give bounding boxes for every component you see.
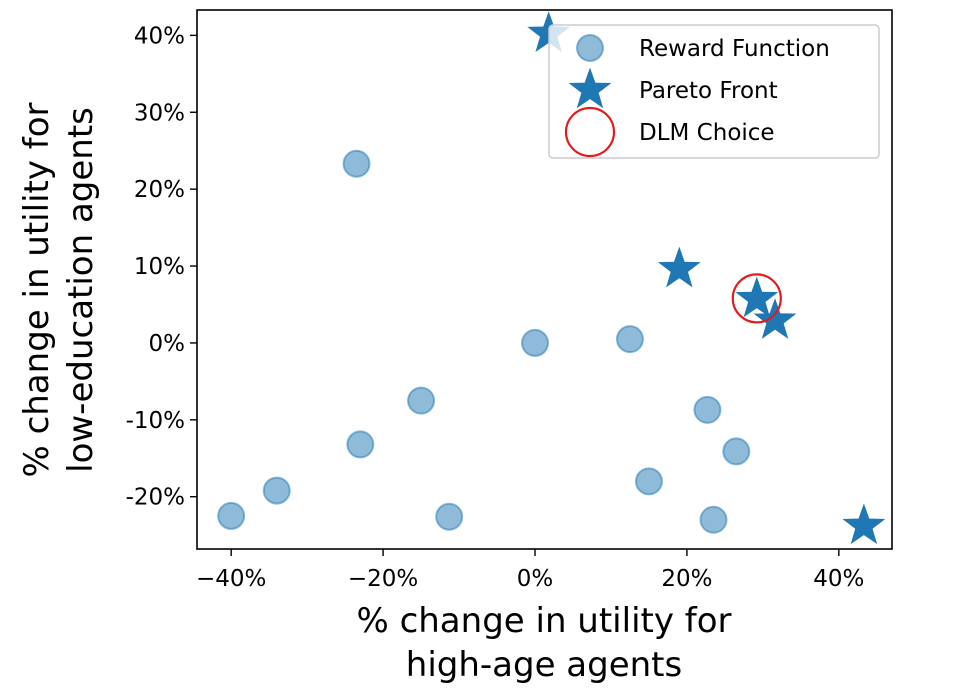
y-tick-label: -10% [126, 408, 185, 434]
x-tick-label: −20% [348, 566, 418, 592]
legend-label: Pareto Front [639, 78, 778, 104]
legend-label: DLM Choice [639, 120, 775, 146]
x-tick-label: 20% [661, 566, 712, 592]
reward-function-point [521, 328, 550, 357]
reward-function-point [346, 430, 375, 459]
x-axis-title-line-2: high-age agents [406, 645, 682, 685]
legend-marker-dlm-choice [564, 106, 616, 158]
reward-function-point [435, 502, 464, 531]
reward-function-point [262, 476, 291, 505]
plot-area-frame [196, 9, 893, 550]
x-axis-title-line-1: % change in utility for [356, 601, 731, 641]
y-tick-label: 40% [134, 23, 185, 49]
legend-label: Reward Function [639, 36, 830, 62]
y-tick-label: 20% [134, 177, 185, 203]
reward-function-point [634, 467, 663, 496]
reward-function-point [407, 386, 436, 415]
x-tick-label: −40% [196, 566, 266, 592]
y-tick-label: 30% [134, 100, 185, 126]
reward-function-point [217, 501, 246, 530]
y-axis-title-line-2: low-education agents [61, 107, 101, 473]
pareto-front-point [753, 298, 797, 339]
legend-marker-reward-function [576, 34, 604, 62]
pareto-front-point [842, 503, 886, 545]
x-tick-label: 40% [813, 566, 864, 592]
reward-function-point [693, 395, 722, 424]
pareto-front-point [657, 246, 701, 288]
reward-function-point [615, 325, 644, 354]
reward-function-point [722, 437, 751, 466]
y-tick-label: -20% [126, 485, 185, 511]
x-tick-label: 0% [517, 566, 554, 592]
pareto-front-point [735, 276, 779, 318]
y-axis-title-line-1: % change in utility for [17, 102, 57, 477]
legend-marker-pareto-front [568, 67, 612, 109]
legend-box [548, 24, 880, 159]
reward-function-point [342, 149, 371, 178]
dlm-choice-marker [731, 273, 782, 324]
reward-function-point [699, 505, 728, 534]
y-tick-label: 10% [134, 254, 185, 280]
y-tick-label: 0% [149, 331, 186, 357]
legend: Reward Function Pareto Front DLM Choice [548, 24, 880, 159]
